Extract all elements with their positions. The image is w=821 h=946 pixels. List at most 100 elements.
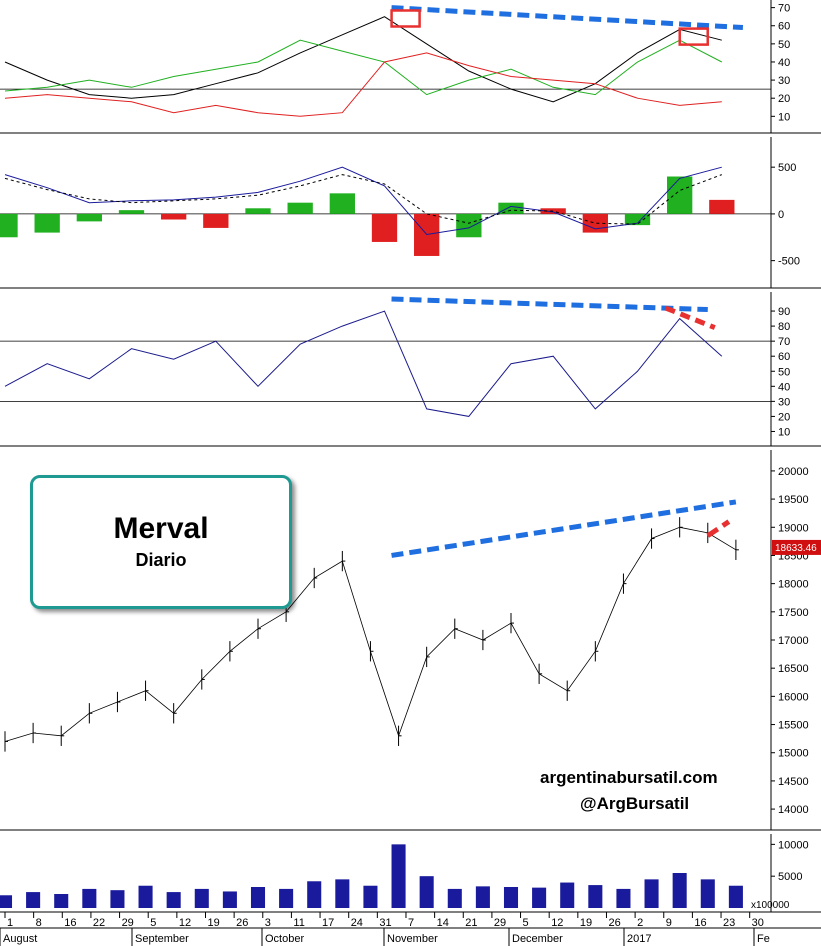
dmi-tick-label-2: 30	[778, 75, 790, 87]
x-day-label-0: 1	[7, 917, 13, 929]
watermark-site: argentinabursatil.com	[540, 768, 718, 787]
dmi-tick-label-3: 40	[778, 57, 790, 69]
x-month-label-5: 2017	[627, 933, 651, 945]
price-tick-label-4: 16000	[778, 691, 809, 703]
rsi-red-trendline	[664, 305, 716, 330]
dmi-tick-label-0: 10	[778, 111, 790, 123]
last-price-tag	[772, 539, 821, 555]
volume-bar-18	[503, 887, 519, 908]
rsi-tick-label-8: 90	[778, 306, 790, 318]
macd-histogram-bar-1	[34, 213, 60, 233]
dmi-panel: 10 20 30 40 50 60 70	[0, 3, 790, 123]
x-day-label-21: 26	[608, 917, 620, 929]
chart-title: Merval	[113, 512, 209, 545]
price-tick-label-10: 19000	[778, 522, 809, 534]
macd-signal-line	[4, 174, 722, 225]
volume-bar-4	[110, 890, 125, 908]
macd-tick-label-0: -500	[778, 256, 800, 268]
volume-bar-12	[335, 879, 350, 908]
x-day-label-18: 5	[523, 917, 529, 929]
macd-histogram-bar-9	[371, 213, 398, 242]
volume-bar-26	[728, 885, 743, 908]
volume-bar-14	[391, 844, 406, 908]
last-price-label: 18633.46	[775, 543, 817, 554]
volume-bar-16	[447, 888, 462, 908]
x-day-label-11: 17	[322, 917, 334, 929]
macd-panel: -500 0 500	[0, 162, 800, 268]
macd-histogram-bar-12	[498, 202, 524, 214]
volume-bar-10	[279, 888, 294, 908]
macd-tick-label-2: 500	[778, 162, 796, 174]
x-day-label-3: 22	[93, 917, 105, 929]
price-tick-label-5: 16500	[778, 663, 809, 675]
x-day-label-19: 12	[551, 917, 563, 929]
macd-histogram-bar-5	[203, 213, 229, 228]
price-tick-label-8: 18000	[778, 579, 809, 591]
rsi-tick-label-1: 20	[778, 411, 790, 423]
x-day-label-22: 2	[637, 917, 643, 929]
x-day-label-1: 8	[36, 917, 42, 929]
price-trendline-1	[706, 519, 731, 538]
rsi-line	[4, 310, 723, 417]
volume-bar-5	[138, 885, 153, 908]
x-day-label-17: 29	[494, 917, 506, 929]
volume-bar-19	[532, 887, 547, 908]
x-month-label-0: August	[3, 933, 37, 945]
rsi-tick-label-2: 30	[778, 396, 790, 408]
macd-histogram-bar-15	[624, 213, 651, 226]
rsi-tick-label-6: 70	[778, 336, 790, 348]
x-month-label-2: October	[265, 933, 304, 945]
price-trendline-0	[391, 499, 737, 558]
x-day-label-23: 9	[666, 917, 672, 929]
volume-tick-label-1: 10000	[778, 839, 809, 851]
x-month-label-4: December	[512, 933, 563, 945]
price-tick-label-1: 14500	[778, 776, 809, 788]
dmi-tick-label-4: 50	[778, 39, 790, 51]
macd-histogram-bar-16	[667, 176, 693, 214]
x-axis: 1 8 16 22 29 5 12 19 26 3 11 17 24 31 7 14 21 29 5 12 19 26 2 9…	[0, 912, 821, 946]
x-day-label-7: 19	[207, 917, 219, 929]
macd-histogram-bar-2	[76, 213, 102, 222]
dmi-highlight-box-0	[390, 9, 421, 28]
dmi-trendline	[391, 5, 744, 31]
macd-histogram-bar-17	[709, 199, 735, 214]
volume-panel: 5000 10000 x100000	[0, 839, 809, 911]
x-day-label-24: 16	[694, 917, 706, 929]
macd-histogram-bar-7	[287, 202, 313, 214]
macd-histogram-bar-3	[118, 210, 145, 214]
x-day-label-15: 14	[437, 917, 449, 929]
macd-histogram-bar-11	[456, 213, 482, 238]
volume-bar-13	[363, 885, 378, 908]
volume-bar-17	[475, 886, 490, 908]
rsi-tick-label-4: 50	[778, 366, 790, 378]
volume-bar-24	[672, 873, 687, 908]
price-tick-label-6: 17000	[778, 635, 809, 647]
price-tick-label-12: 20000	[778, 466, 809, 478]
volume-bar-11	[307, 881, 322, 908]
dmi-tick-label-1: 20	[778, 93, 790, 105]
x-month-label-1: September	[135, 933, 189, 945]
rsi-tick-label-3: 40	[778, 381, 790, 393]
rsi-tick-label-7: 80	[778, 321, 790, 333]
x-day-label-4: 29	[122, 917, 134, 929]
macd-tick-label-1: 0	[778, 209, 784, 221]
volume-bar-1	[26, 892, 41, 908]
x-day-label-9: 3	[265, 917, 271, 929]
volume-bar-2	[54, 894, 69, 908]
volume-bar-9	[250, 887, 266, 908]
dmi-tick-label-6: 70	[778, 3, 790, 15]
rsi-blue-trendline	[391, 296, 708, 313]
chart-subtitle: Diario	[135, 550, 187, 570]
macd-histogram-bar-4	[161, 213, 187, 220]
x-day-label-8: 26	[236, 917, 248, 929]
x-day-label-20: 19	[580, 917, 592, 929]
macd-line	[4, 166, 722, 236]
x-day-label-2: 16	[64, 917, 76, 929]
macd-histogram-bar-13	[540, 208, 566, 214]
rsi-panel: 10 20 30 40 50 60 70 80 90	[0, 296, 790, 438]
volume-bar-0	[0, 895, 13, 908]
x-day-label-25: 23	[723, 917, 735, 929]
